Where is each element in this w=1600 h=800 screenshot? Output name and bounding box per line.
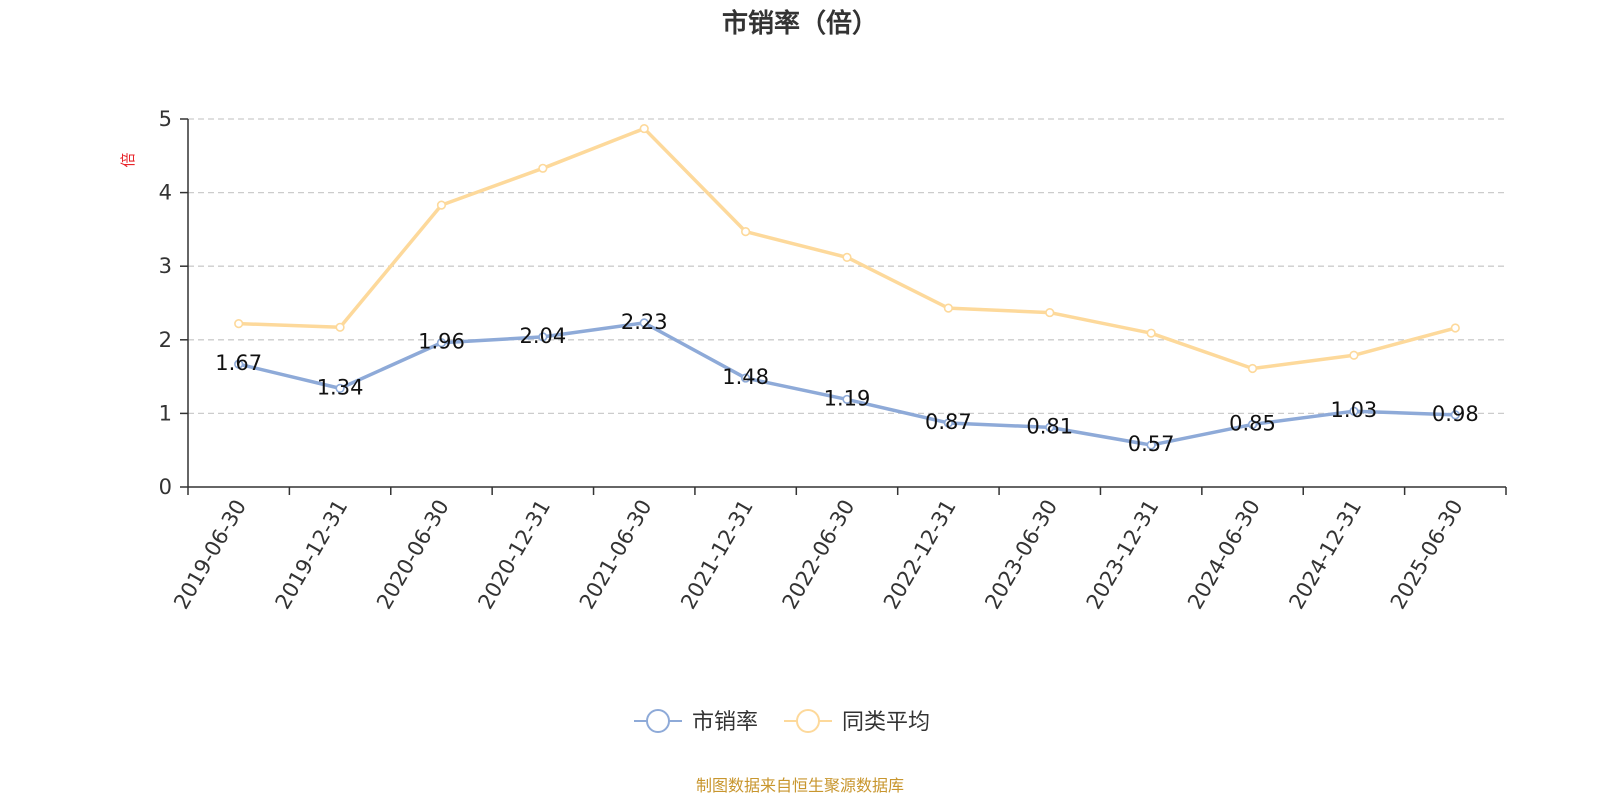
data-point bbox=[335, 383, 345, 393]
legend-marker bbox=[796, 709, 820, 733]
legend-label: 市销率 bbox=[692, 710, 758, 735]
x-tick-label: 2020-12-31 bbox=[473, 496, 555, 614]
x-tick-label: 2020-06-30 bbox=[372, 496, 454, 614]
x-tick-label: 2024-12-31 bbox=[1284, 496, 1366, 614]
data-label: 0.85 bbox=[1229, 411, 1276, 435]
data-point bbox=[436, 338, 447, 348]
data-point bbox=[1247, 419, 1258, 430]
data-label: 2.23 bbox=[621, 310, 668, 334]
data-label: 0.81 bbox=[1026, 414, 1073, 438]
data-point bbox=[741, 227, 751, 237]
data-label: 1.03 bbox=[1331, 398, 1378, 422]
x-tick-label: 2022-06-30 bbox=[778, 496, 860, 614]
series-lines bbox=[234, 123, 1460, 450]
data-point bbox=[1146, 328, 1156, 338]
y-axis-unit-label: 倍 bbox=[119, 152, 137, 167]
data-point bbox=[1247, 363, 1258, 374]
data-point bbox=[1146, 440, 1156, 450]
data-point bbox=[538, 163, 548, 173]
legend[interactable]: 市销率 同类平均 bbox=[634, 709, 930, 735]
x-tick-label: 2019-12-31 bbox=[271, 496, 353, 614]
x-tick-label: 2022-12-31 bbox=[879, 496, 961, 614]
chart-title: 市销率（倍） bbox=[722, 8, 878, 39]
data-point bbox=[1045, 307, 1055, 318]
x-tick-label: 2024-06-30 bbox=[1183, 496, 1265, 614]
data-point bbox=[741, 373, 751, 383]
data-point bbox=[842, 252, 852, 262]
data-point bbox=[436, 200, 447, 210]
data-label: 1.67 bbox=[215, 351, 262, 375]
data-label: 1.19 bbox=[824, 386, 871, 410]
data-point bbox=[1450, 323, 1460, 333]
data-point bbox=[639, 318, 649, 328]
data-label: 0.57 bbox=[1128, 432, 1175, 456]
x-tick-label: 2023-12-31 bbox=[1082, 496, 1164, 614]
data-point bbox=[1450, 410, 1460, 420]
data-point bbox=[842, 394, 852, 405]
y-tick-label: 5 bbox=[159, 107, 172, 131]
x-tick-label: 2019-06-30 bbox=[169, 496, 251, 614]
data-point bbox=[943, 418, 953, 428]
data-label: 1.96 bbox=[418, 330, 465, 354]
data-point bbox=[639, 123, 649, 134]
y-tick-label: 3 bbox=[159, 254, 172, 278]
data-point bbox=[335, 322, 345, 332]
source-note: 制图数据来自恒生聚源数据库 bbox=[696, 776, 904, 795]
data-label: 1.48 bbox=[722, 365, 769, 389]
data-label: 0.87 bbox=[925, 410, 972, 434]
legend-marker bbox=[646, 709, 670, 733]
x-tick-label: 2021-12-31 bbox=[676, 496, 758, 614]
data-point bbox=[1045, 422, 1055, 432]
data-point bbox=[943, 303, 953, 313]
data-label: 1.34 bbox=[317, 375, 364, 399]
y-tick-label: 2 bbox=[159, 328, 172, 352]
data-point bbox=[234, 319, 244, 329]
x-tick-label: 2025-06-30 bbox=[1386, 496, 1468, 614]
legend-label: 同类平均 bbox=[842, 710, 930, 735]
data-label: 2.04 bbox=[519, 324, 566, 348]
legend-item[interactable]: 市销率 bbox=[634, 709, 758, 735]
y-tick-label: 0 bbox=[159, 475, 172, 499]
data-point bbox=[1349, 350, 1359, 360]
x-tick-label: 2021-06-30 bbox=[575, 496, 657, 614]
data-label: 0.98 bbox=[1432, 402, 1479, 426]
y-tick-label: 4 bbox=[159, 181, 172, 205]
data-point bbox=[1349, 406, 1359, 416]
data-point bbox=[234, 359, 244, 369]
data-labels: 1.67 1.34 1.96 2.04 2.23 1.48 1.19 0.87 0.81 0.57… bbox=[215, 310, 1478, 456]
y-tick-label: 1 bbox=[159, 401, 172, 425]
data-point bbox=[538, 332, 548, 342]
legend-item[interactable]: 同类平均 bbox=[784, 709, 930, 735]
x-tick-label: 2023-06-30 bbox=[980, 496, 1062, 614]
